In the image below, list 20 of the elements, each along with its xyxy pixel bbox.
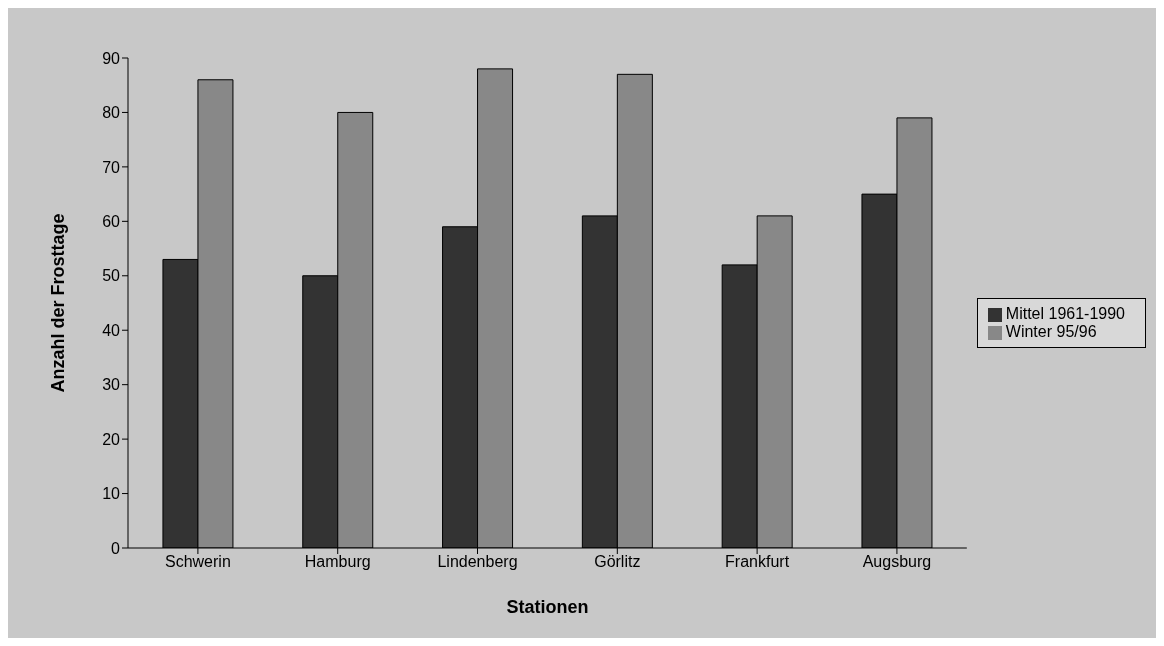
y-tick-label: 90 bbox=[102, 49, 121, 67]
y-tick-label: 40 bbox=[102, 321, 121, 339]
y-tick-label: 0 bbox=[111, 539, 121, 557]
x-tick-label: Schwerin bbox=[164, 553, 231, 571]
x-axis-title: Stationen bbox=[506, 597, 589, 617]
y-tick-label: 30 bbox=[102, 376, 121, 394]
y-tick-label: 80 bbox=[102, 104, 121, 122]
y-tick-label: 60 bbox=[102, 213, 121, 231]
y-axis-title: Anzahl der Frosttage bbox=[48, 213, 69, 393]
legend-label: Mittel 1961-1990 bbox=[1005, 305, 1125, 322]
y-tick-label: 50 bbox=[102, 267, 121, 285]
x-tick-label: Hamburg bbox=[304, 553, 371, 571]
x-tick-label: Lindenberg bbox=[437, 553, 518, 571]
x-tick-label: Augsburg bbox=[862, 553, 932, 571]
x-tick-label: Görlitz bbox=[594, 553, 641, 571]
y-tick-label: 20 bbox=[102, 430, 121, 448]
legend-label: Winter 95/96 bbox=[1005, 323, 1097, 340]
x-tick-label: Frankfurt bbox=[725, 553, 790, 571]
y-tick-label: 70 bbox=[102, 158, 121, 176]
y-tick-label: 10 bbox=[102, 485, 121, 503]
